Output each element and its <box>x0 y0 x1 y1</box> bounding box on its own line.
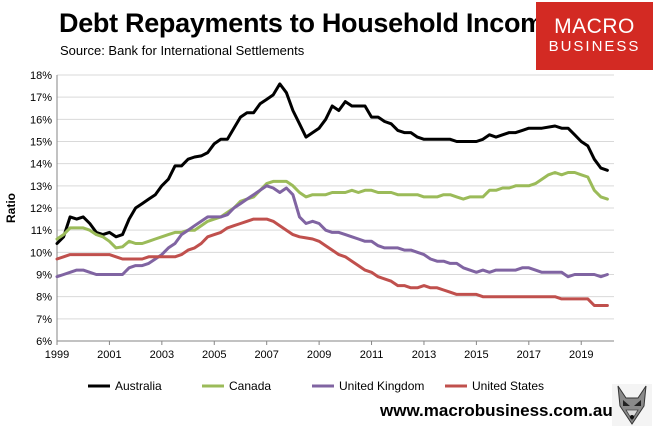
x-tick-label: 2013 <box>412 349 436 361</box>
footer-url: www.macrobusiness.com.au <box>380 401 613 420</box>
y-tick-label: 8% <box>36 292 52 304</box>
chart-subtitle: Source: Bank for International Settlemen… <box>60 43 305 58</box>
y-tick-label: 14% <box>30 159 52 171</box>
series-line-united-states <box>55 217 609 307</box>
logo-line-2: BUSINESS <box>548 38 641 55</box>
y-tick-label: 9% <box>36 270 52 282</box>
y-tick-label: 18% <box>30 70 52 82</box>
logo-line-1: MACRO <box>554 15 635 38</box>
macrobusiness-logo: MACRO BUSINESS <box>536 2 653 70</box>
legend-label-canada: Canada <box>229 379 271 393</box>
x-tick-label: 2007 <box>254 349 278 361</box>
x-tick-label: 2005 <box>202 349 226 361</box>
x-tick-label: 2019 <box>569 349 593 361</box>
series-line-united-kingdom <box>55 184 609 279</box>
y-tick-label: 7% <box>36 314 52 326</box>
chart-title: Debt Repayments to Household Income <box>59 8 559 38</box>
x-tick-label: 2015 <box>464 349 488 361</box>
y-axis-label: Ratio <box>4 193 18 223</box>
x-tick-label: 2017 <box>517 349 541 361</box>
x-tick-label: 2011 <box>360 349 384 361</box>
x-tick-label: 1999 <box>45 349 69 361</box>
y-tick-label: 12% <box>30 203 52 215</box>
x-tick-label: 2001 <box>97 349 121 361</box>
y-tick-label: 13% <box>30 181 52 193</box>
y-tick-label: 11% <box>31 225 52 237</box>
y-tick-label: 15% <box>30 137 52 149</box>
legend-label-australia: Australia <box>115 379 162 393</box>
y-tick-label: 17% <box>30 92 52 104</box>
y-tick-label: 16% <box>30 114 52 126</box>
wolf-head-icon <box>612 384 652 426</box>
legend-label-united-kingdom: United Kingdom <box>339 379 424 393</box>
series-line-canada <box>55 171 609 250</box>
series-line-australia <box>55 82 609 245</box>
x-tick-label: 2003 <box>150 349 174 361</box>
y-tick-label: 6% <box>36 336 52 348</box>
x-tick-label: 2009 <box>307 349 331 361</box>
y-tick-label: 10% <box>30 247 52 259</box>
legend-label-united-states: United States <box>472 379 544 393</box>
